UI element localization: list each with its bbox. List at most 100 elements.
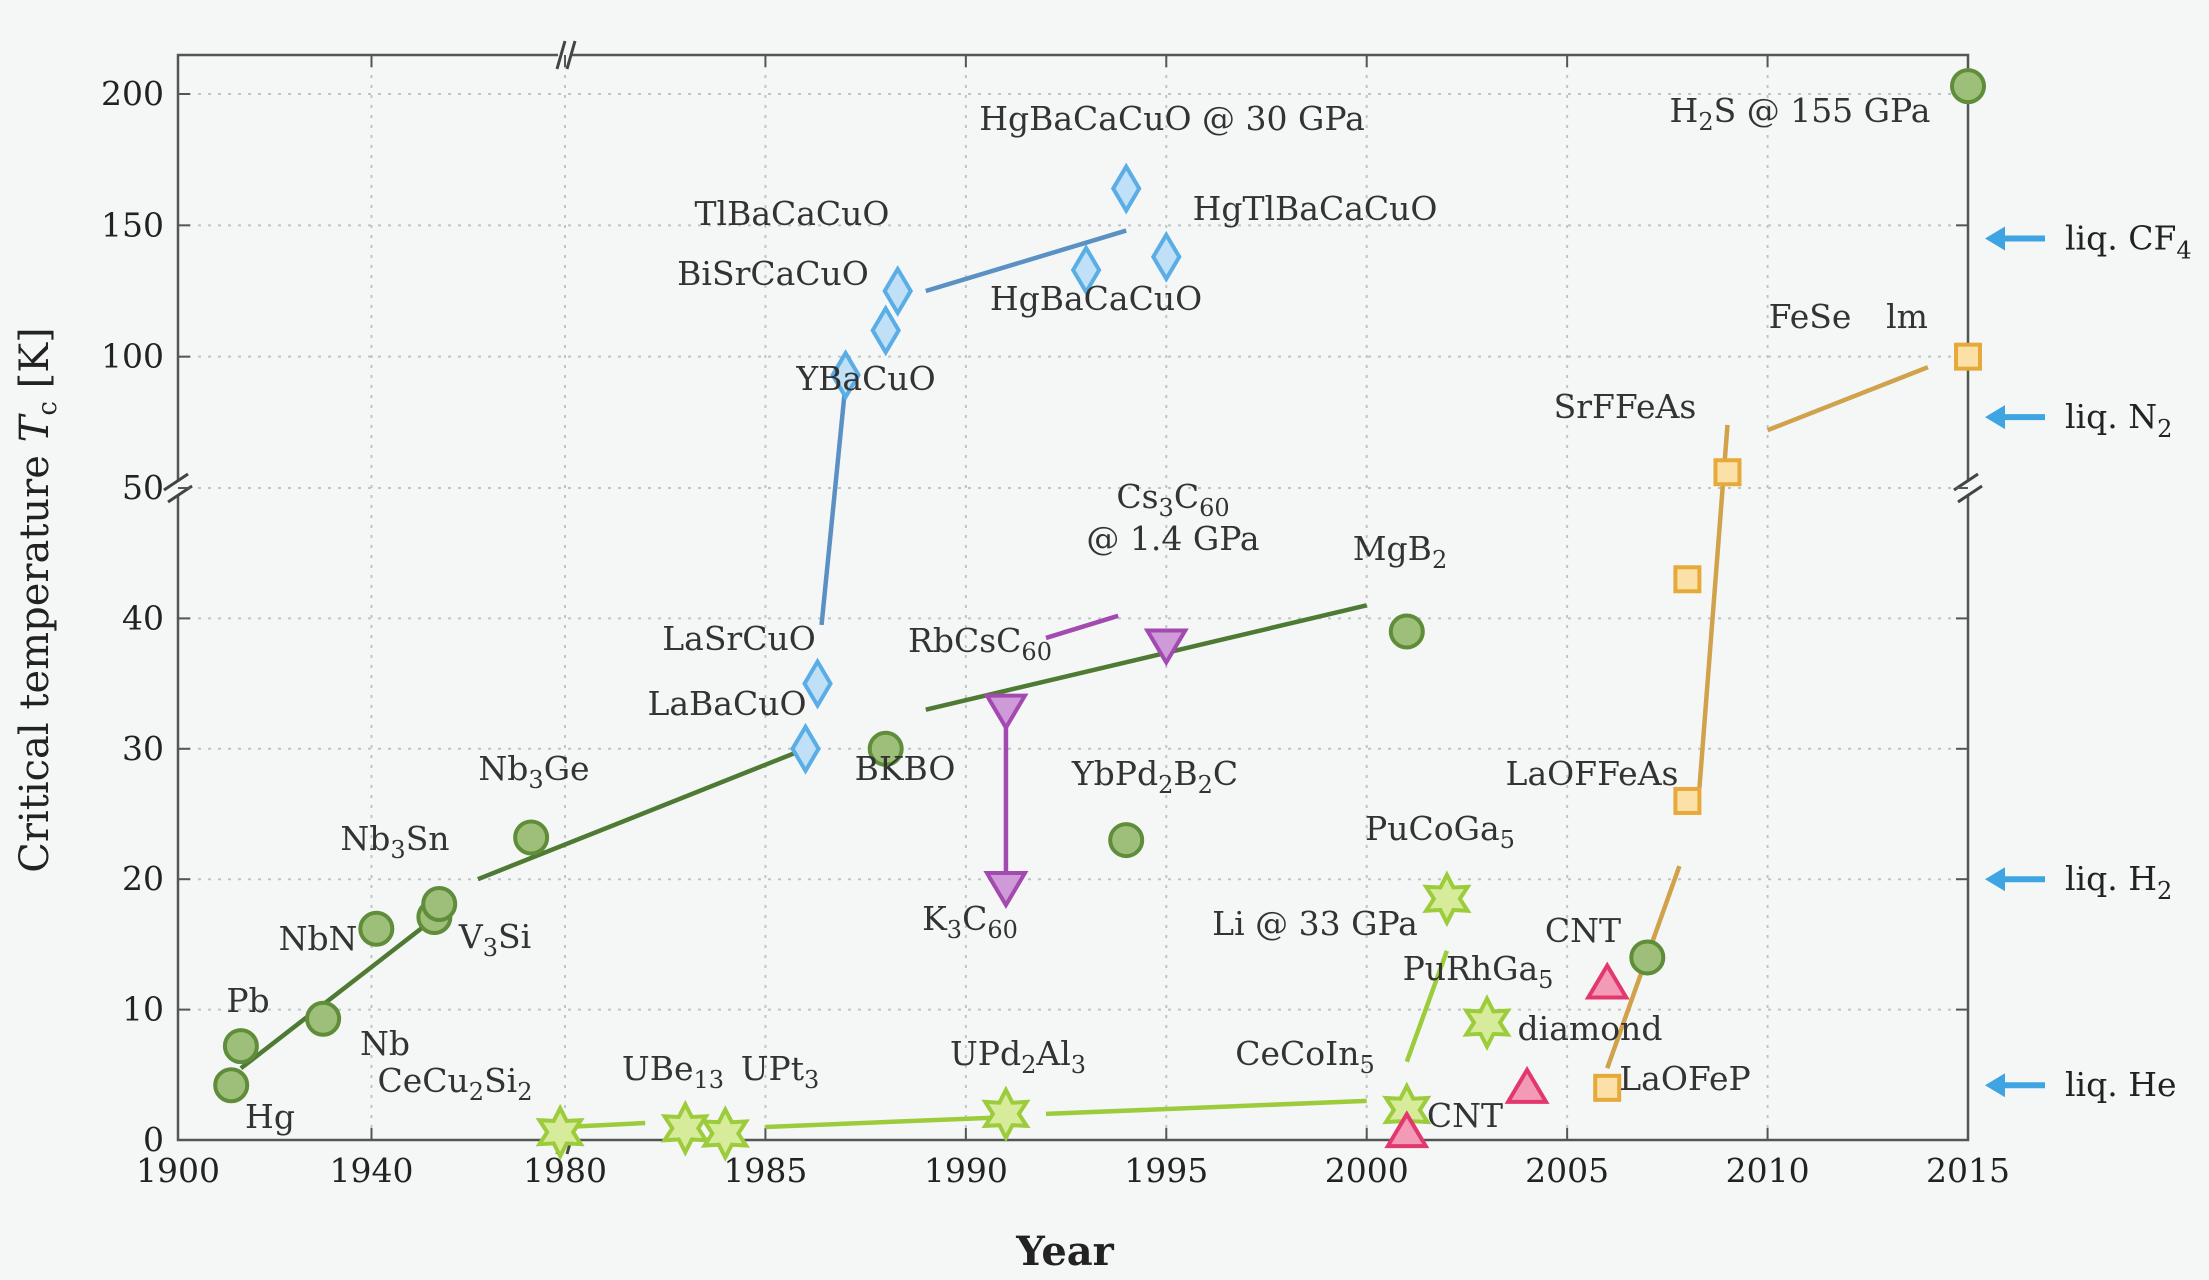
- upd2al3-label: UPd2Al3: [950, 1034, 1086, 1079]
- cnt-point: [1384, 1110, 1430, 1149]
- k3c60-point: [983, 871, 1029, 909]
- laofep-point: [1593, 1073, 1622, 1102]
- tlbacacuo-label: TlBaCaCuO: [695, 194, 890, 233]
- diamond-label: diamond: [1518, 1009, 1663, 1048]
- reference-label: liq. He: [2065, 1065, 2177, 1104]
- laoffeas-point: [1673, 786, 1702, 815]
- ybacuo-label: YBaCuO: [795, 359, 935, 398]
- nb3ge-point: [513, 819, 550, 856]
- cs3c60-pressure-label: @ 1.4 GPa: [1086, 519, 1259, 558]
- mgb2-point: [1388, 613, 1425, 650]
- cecu2si2-point: [535, 1103, 585, 1161]
- x-tick-label: 2000: [1325, 1151, 1409, 1190]
- hg-point: [213, 1067, 250, 1104]
- ybpd2b2c-label: YbPd2B2C: [1071, 754, 1238, 799]
- reference-lines: liq. CF4 liq. N2 liq. H2 liq. He: [1985, 218, 2192, 1104]
- x-tick-label: 1900: [136, 1151, 220, 1190]
- srffeas-point: [1713, 458, 1742, 487]
- v3si-label: V3Si: [458, 917, 531, 962]
- hgtlbacacuo-point: [1150, 230, 1182, 283]
- h2s-155-gpa-label: H2S @ 155 GPa: [1670, 91, 1931, 136]
- trend-lines: [239, 228, 1929, 1130]
- reference-liq-he: liq. He: [1985, 1065, 2177, 1104]
- bkbo-point: [867, 730, 904, 767]
- fese-lm-label: lm: [1886, 297, 1928, 336]
- arrow-left-icon: [1985, 867, 2005, 892]
- nb-label: Nb: [360, 1024, 410, 1063]
- x-axis-title: Year: [1015, 1228, 1114, 1275]
- trend-line: [1045, 613, 1119, 641]
- reference-liq-cf4: liq. CF4: [1985, 218, 2192, 264]
- grid: [177, 55, 1969, 1141]
- trend-line: [239, 916, 436, 1071]
- pucoga5-point: [1422, 870, 1472, 928]
- lasrcuo-point: [802, 657, 833, 710]
- y-tick-label: 10: [122, 990, 164, 1029]
- purhga5-point: [1462, 994, 1512, 1051]
- trend-line: [819, 382, 848, 626]
- hgtlbacacuo-label: HgTlBaCaCuO: [1193, 189, 1438, 228]
- laofep-label: LaOFeP: [1619, 1059, 1750, 1098]
- y-tick-label: 50: [122, 468, 164, 507]
- y-axis-title: Critical temperature Tc [K]: [12, 327, 63, 872]
- upt3-point: [700, 1105, 750, 1162]
- fese-lm-point: [1954, 342, 1982, 371]
- trend-line: [765, 1115, 990, 1130]
- trend-line: [1766, 365, 1929, 433]
- reference-liq-n2: liq. N2: [1985, 397, 2172, 443]
- bisrcacuo-label: BiSrCaCuO: [677, 254, 869, 293]
- hgbacacuo-30-gpa-point: [1110, 162, 1142, 215]
- labacuo-point: [790, 722, 821, 775]
- cecoin5-label: CeCoIn5: [1235, 1034, 1374, 1079]
- li-33-gpa-label: Li @ 33 GPa: [1212, 904, 1418, 943]
- cnt-point: [1584, 961, 1630, 1000]
- arrow-left-icon: [1985, 226, 2005, 251]
- nbn-label: NbN: [279, 919, 358, 958]
- reference-label: liq. H2: [2065, 859, 2172, 905]
- y-tick-label: 0: [143, 1120, 164, 1159]
- reference-label: liq. CF4: [2065, 218, 2192, 264]
- purhga5-label: PuRhGa5: [1403, 949, 1554, 994]
- pb-label: Pb: [226, 981, 269, 1020]
- x-tick-label: 1985: [723, 1151, 807, 1190]
- arrow-left-icon: [1985, 1073, 2005, 1098]
- fese-label: FeSe: [1769, 297, 1852, 336]
- hgbacacuo-point: [1070, 244, 1102, 296]
- pucoga5-label: PuCoGa5: [1365, 809, 1515, 854]
- point-labels: Hg Pb Nb NbN V3Si Nb3Sn Nb3Ge BKBO YbPd2B2C MgB2 L…: [226, 91, 1930, 1136]
- svg-text:Critical temperature Tc [K]: Critical temperature Tc [K]: [12, 327, 63, 872]
- nb3sn-label: Nb3Sn: [340, 819, 449, 864]
- x-tick-label: 1980: [523, 1151, 607, 1190]
- y-tick-label: 30: [122, 729, 164, 768]
- y-tick-label: 20: [122, 859, 164, 898]
- nbn-point: [358, 910, 395, 947]
- nb-point: [305, 1000, 342, 1037]
- hg-label: Hg: [245, 1097, 295, 1136]
- trend-line: [1404, 950, 1450, 1063]
- x-tick-label: 1990: [924, 1151, 1008, 1190]
- cs3c60-1-4-gpa-point: [1143, 628, 1189, 667]
- mgb2-label: MgB2: [1353, 529, 1447, 574]
- ybacuo-point: [830, 349, 861, 401]
- y-axis-title-text: Critical temperature: [12, 442, 58, 872]
- laoffeas-label: LaOFFeAs: [1506, 754, 1679, 793]
- reference-liq-h2: liq. H2: [1985, 859, 2172, 905]
- cnt-label: CNT: [1427, 1096, 1503, 1135]
- x-tick-label: 2010: [1726, 1151, 1810, 1190]
- data-points: [213, 68, 1986, 1162]
- ybpd2b2c-point: [1108, 822, 1145, 859]
- bisrcacuo-point: [870, 304, 902, 357]
- ube13-point: [660, 1099, 710, 1157]
- labacuo-label: LaBaCuO: [647, 684, 806, 723]
- x-tick-label: 2005: [1525, 1151, 1609, 1190]
- hgbacacuo-30-gpa-label: HgBaCaCuO @ 30 GPa: [979, 99, 1365, 138]
- unlabeled-point: [1673, 565, 1702, 594]
- axis-break-mark: [555, 40, 577, 70]
- trend-line: [925, 603, 1368, 712]
- y-tick-label: 100: [101, 337, 164, 376]
- upd2al3-point: [981, 1085, 1031, 1143]
- arrow-left-icon: [1985, 405, 2005, 430]
- lasrcuo-label: LaSrCuO: [662, 619, 816, 658]
